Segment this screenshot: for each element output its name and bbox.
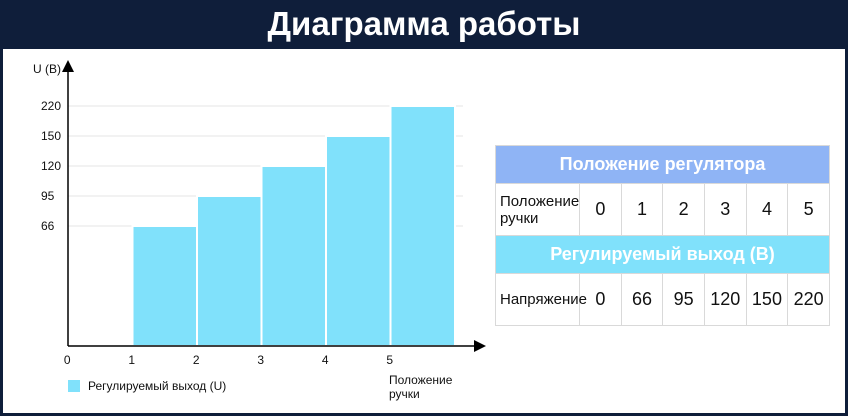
table-cell: 4 <box>745 183 789 236</box>
table-cell: 150 <box>745 273 789 326</box>
x-tick-label: 0 <box>64 353 71 367</box>
table-header-position: Положение регулятора <box>495 145 830 184</box>
table-header-position-label: Положение регулятора <box>495 145 830 184</box>
y-axis-title: U (В) <box>33 62 61 76</box>
x-tick-label: 3 <box>257 353 264 367</box>
table-header-output: Регулируемый выход (В) <box>495 235 830 274</box>
y-tick-label: 95 <box>41 189 55 203</box>
x-tick-label: 1 <box>128 353 135 367</box>
table-cell-label: Положение ручки <box>495 183 580 236</box>
legend-swatch <box>68 380 80 392</box>
x-tick-label: 4 <box>322 353 329 367</box>
bar <box>131 225 198 347</box>
y-tick-label: 120 <box>41 159 61 173</box>
table-cell: 3 <box>703 183 747 236</box>
table-cell: 66 <box>620 273 664 326</box>
x-tick-label: 2 <box>193 353 200 367</box>
table-header-output-label: Регулируемый выход (В) <box>495 235 830 274</box>
table-cell: 5 <box>787 183 830 236</box>
chart-legend: Регулируемый выход (U) <box>68 379 226 393</box>
table-cell-label: Напряжение <box>495 273 587 326</box>
table-cell: 0 <box>579 273 622 326</box>
table-cell: 1 <box>620 183 664 236</box>
values-table: Положение регулятора Положение ручки 0 1… <box>495 145 830 326</box>
bar-chart: 66 95 120 150 220 U (В) 0 1 2 3 4 5 <box>33 60 486 367</box>
table-row-position: Положение ручки 0 1 2 3 4 5 <box>495 183 830 236</box>
bar <box>196 195 263 347</box>
table-cell: 0 <box>579 183 622 236</box>
x-axis-title: Положение ручки <box>389 373 453 401</box>
page-title: Диаграмма работы <box>267 5 581 42</box>
table-cell: 220 <box>787 273 830 326</box>
y-tick-label: 220 <box>41 99 61 113</box>
y-tick-label: 150 <box>41 129 61 143</box>
y-tick-label: 66 <box>41 219 55 233</box>
x-tick-label: 5 <box>386 353 393 367</box>
table-row-voltage: Напряжение 0 66 95 120 150 220 <box>495 273 830 326</box>
legend-label: Регулируемый выход (U) <box>88 379 227 393</box>
bar <box>260 165 327 347</box>
table-cell: 2 <box>662 183 705 236</box>
content-panel: 66 95 120 150 220 U (В) 0 1 2 3 4 5 Регулируемый вы… <box>3 49 845 413</box>
bar <box>389 105 456 347</box>
bar <box>325 135 392 347</box>
table-cell: 95 <box>662 273 705 326</box>
table-cell: 120 <box>703 273 747 326</box>
